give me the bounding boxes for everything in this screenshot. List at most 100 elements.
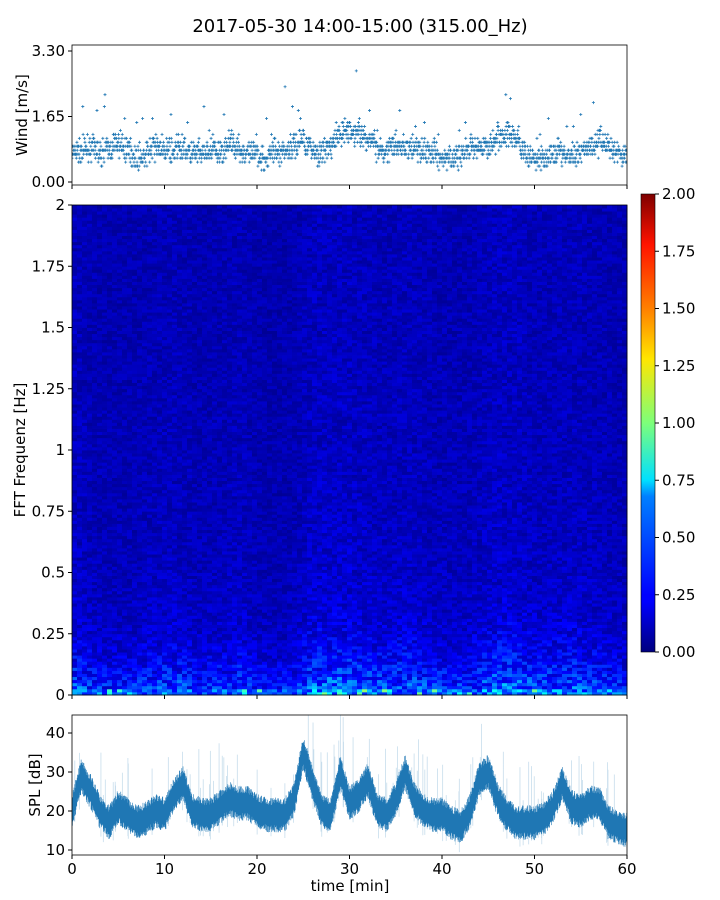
spectrogram-cell <box>122 407 128 411</box>
spectrogram-cell <box>127 370 133 374</box>
spectrogram-cell <box>142 318 148 322</box>
spectrogram-cell <box>87 664 93 668</box>
spectrogram-cell <box>112 263 118 267</box>
spectrogram-cell <box>142 410 148 414</box>
spectrogram-cell <box>122 269 128 273</box>
spectrogram-cell <box>87 373 93 377</box>
spectrogram-cell <box>157 572 163 576</box>
spectrogram-cell <box>112 281 118 286</box>
spectrogram-cell <box>92 646 98 650</box>
spectrogram-cell <box>77 450 83 454</box>
spectrogram-cell <box>87 303 93 307</box>
wind-point <box>471 140 475 144</box>
spectrogram-cell <box>72 633 78 638</box>
spectrogram-cell <box>162 437 168 442</box>
spectrogram-cell <box>142 673 148 678</box>
spectrogram-cell <box>137 434 143 439</box>
spectrogram-cell <box>77 388 83 393</box>
spectrogram-cell <box>137 468 143 472</box>
wind-point <box>256 148 260 152</box>
spectrogram-cell <box>142 275 148 279</box>
spectrogram-cell <box>122 526 128 531</box>
spectrogram-cell <box>77 394 83 399</box>
spectrogram-cell <box>152 263 158 267</box>
spectrogram-cell <box>82 633 88 638</box>
spectrogram-cell <box>77 584 83 589</box>
spectrogram-cell <box>97 652 103 656</box>
spectrogram-cell <box>117 670 123 674</box>
spectrogram-cell <box>147 661 153 665</box>
spectrogram-cell <box>152 679 158 684</box>
spectrogram-cell <box>152 358 158 362</box>
spectrogram-cell <box>102 563 108 567</box>
spectrogram-cell <box>122 391 128 396</box>
spectrogram-cell <box>82 385 88 390</box>
spectrogram-cell <box>137 312 143 316</box>
spectrogram-cell <box>112 339 118 344</box>
spectrogram-cell <box>142 330 148 335</box>
spectrogram-cell <box>162 223 168 227</box>
wind-point <box>105 136 109 140</box>
spectrogram-cell <box>117 609 123 613</box>
spectrogram-cell <box>157 247 163 252</box>
spectrogram-cell <box>77 667 83 671</box>
spectrogram-cell <box>137 284 143 289</box>
spectrogram-cell <box>77 339 83 344</box>
spectrogram-cell <box>142 615 148 619</box>
spectrogram-cell <box>117 404 123 408</box>
spectrogram-cell <box>77 544 83 549</box>
spectrogram-cell <box>132 401 138 405</box>
spectrogram-cell <box>137 226 143 230</box>
wind-point <box>538 164 542 168</box>
spectrogram-cell <box>77 208 83 212</box>
spectrogram-cell <box>102 670 108 674</box>
spectrogram-cell <box>82 603 88 607</box>
spectrogram-cell <box>152 477 158 482</box>
wind-point <box>411 132 415 136</box>
spectrogram-cell <box>72 603 78 607</box>
spectrogram-cell <box>117 391 123 396</box>
wind-point <box>200 156 203 160</box>
wind-point <box>250 148 254 152</box>
spectrogram-cell <box>137 639 143 644</box>
spectrogram-cell <box>167 336 173 341</box>
spectrogram-cell <box>127 342 133 347</box>
spectrogram-cell <box>132 437 138 442</box>
spectrogram-cell <box>167 661 173 665</box>
spectrogram-cell <box>157 226 163 230</box>
spectrogram-cell <box>72 355 78 359</box>
spectrogram-cell <box>97 688 103 693</box>
spectrogram-cell <box>82 514 88 518</box>
spectrogram-cell <box>87 621 93 625</box>
spectrogram-cell <box>97 606 103 610</box>
spectrogram-cell <box>152 275 158 279</box>
spectrogram-cell <box>72 401 78 405</box>
spectrogram-cell <box>142 529 148 534</box>
spectrogram-cell <box>72 453 78 457</box>
spectrogram-cell <box>107 296 113 301</box>
spectrogram-cell <box>97 336 103 341</box>
spectrogram-cell <box>132 324 138 328</box>
spectrogram-cell <box>112 664 118 668</box>
spectrogram-cell <box>97 211 103 215</box>
wind-point <box>359 132 363 136</box>
wind-point <box>473 152 477 156</box>
spectrogram-cell <box>132 456 138 460</box>
spectrogram-cell <box>157 624 163 629</box>
spectrogram-cell <box>117 229 123 233</box>
spectrogram-cell <box>72 529 78 534</box>
spectrogram-cell <box>87 646 93 650</box>
spectrogram-cell <box>132 336 138 341</box>
spectrogram-cell <box>142 523 148 527</box>
spectrogram-cell <box>152 563 158 567</box>
spectrogram-cell <box>82 465 88 469</box>
spectrogram-cell <box>82 318 88 322</box>
spectrogram-cell <box>147 355 153 359</box>
spectrogram-cell <box>132 394 138 399</box>
spectrogram-cell <box>122 606 128 610</box>
spectrogram-cell <box>92 526 98 531</box>
spectrogram-cell <box>147 673 153 678</box>
spectrogram-cell <box>167 499 173 503</box>
wind-point <box>589 144 593 148</box>
spectrogram-cell <box>157 257 163 261</box>
